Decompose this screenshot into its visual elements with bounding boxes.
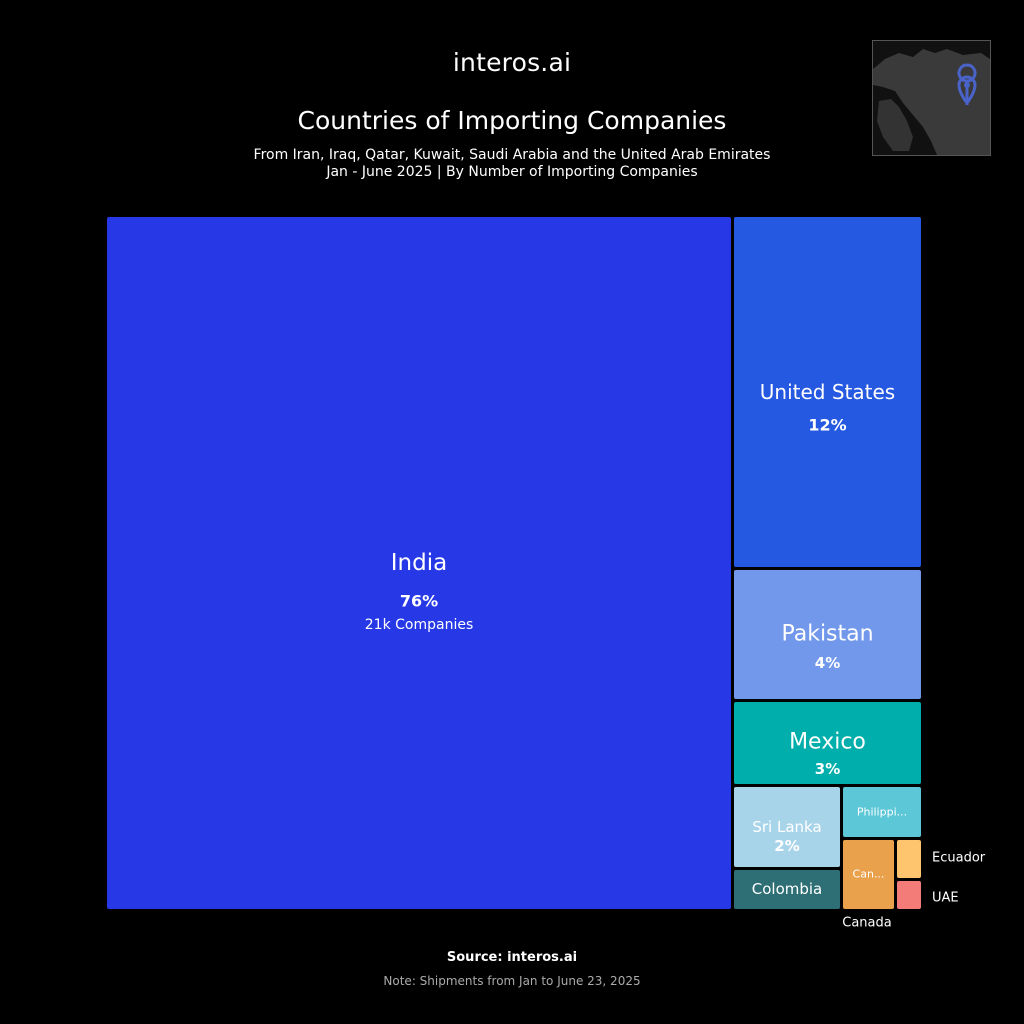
treemap-cell-colombia[interactable]	[734, 870, 840, 909]
chart-title: Countries of Importing Companies	[297, 106, 727, 135]
treemap-cell-canada[interactable]	[843, 840, 894, 909]
region-map-icon	[873, 49, 990, 155]
brand-logo: interos.ai	[452, 48, 572, 77]
subtitle-line-1: From Iran, Iraq, Qatar, Kuwait, Saudi Ar…	[253, 147, 771, 163]
cell-label-sri-lanka: Sri Lanka	[752, 818, 821, 836]
cell-percent-pakistan: 4%	[815, 654, 840, 672]
cell-label-colombia: Colombia	[752, 880, 823, 898]
outside-label-canada: Canada	[842, 916, 891, 931]
treemap-cell-ecuador[interactable]	[897, 840, 921, 878]
note-text: Note: Shipments from Jan to June 23, 202…	[383, 974, 641, 988]
region-map-inset	[872, 40, 991, 156]
treemap-cell-pakistan[interactable]	[734, 570, 921, 699]
cell-percent-mexico: 3%	[815, 760, 840, 778]
treemap-cell-philippines[interactable]	[843, 787, 921, 837]
cell-percent-sri-lanka: 2%	[774, 837, 799, 855]
cell-percent-united-states: 12%	[808, 416, 846, 435]
outside-label-ecuador: Ecuador	[932, 851, 986, 866]
treemap-cell-mexico[interactable]	[734, 702, 921, 784]
subtitle-line-2: Jan - June 2025 | By Number of Importing…	[326, 164, 698, 180]
source-text: Source: interos.ai	[446, 950, 578, 965]
cell-count-india: 21k Companies	[365, 617, 474, 633]
cell-label-mexico: Mexico	[789, 730, 866, 755]
chart-subtitle: From Iran, Iraq, Qatar, Kuwait, Saudi Ar…	[0, 147, 1024, 181]
treemap-cell-united-states[interactable]	[734, 217, 921, 567]
cell-label-philippines: Philippi...	[857, 806, 907, 819]
treemap-cell-uae[interactable]	[897, 881, 921, 909]
cell-label-india: India	[391, 550, 447, 576]
cell-label-canada: Can...	[853, 868, 885, 881]
treemap-cell-sri-lanka[interactable]	[734, 787, 840, 867]
treemap-cell-india[interactable]	[107, 217, 731, 909]
cell-label-united-states: United States	[760, 380, 895, 404]
outside-label-uae: UAE	[932, 891, 959, 906]
cell-percent-india: 76%	[400, 592, 438, 611]
cell-label-pakistan: Pakistan	[781, 622, 873, 647]
